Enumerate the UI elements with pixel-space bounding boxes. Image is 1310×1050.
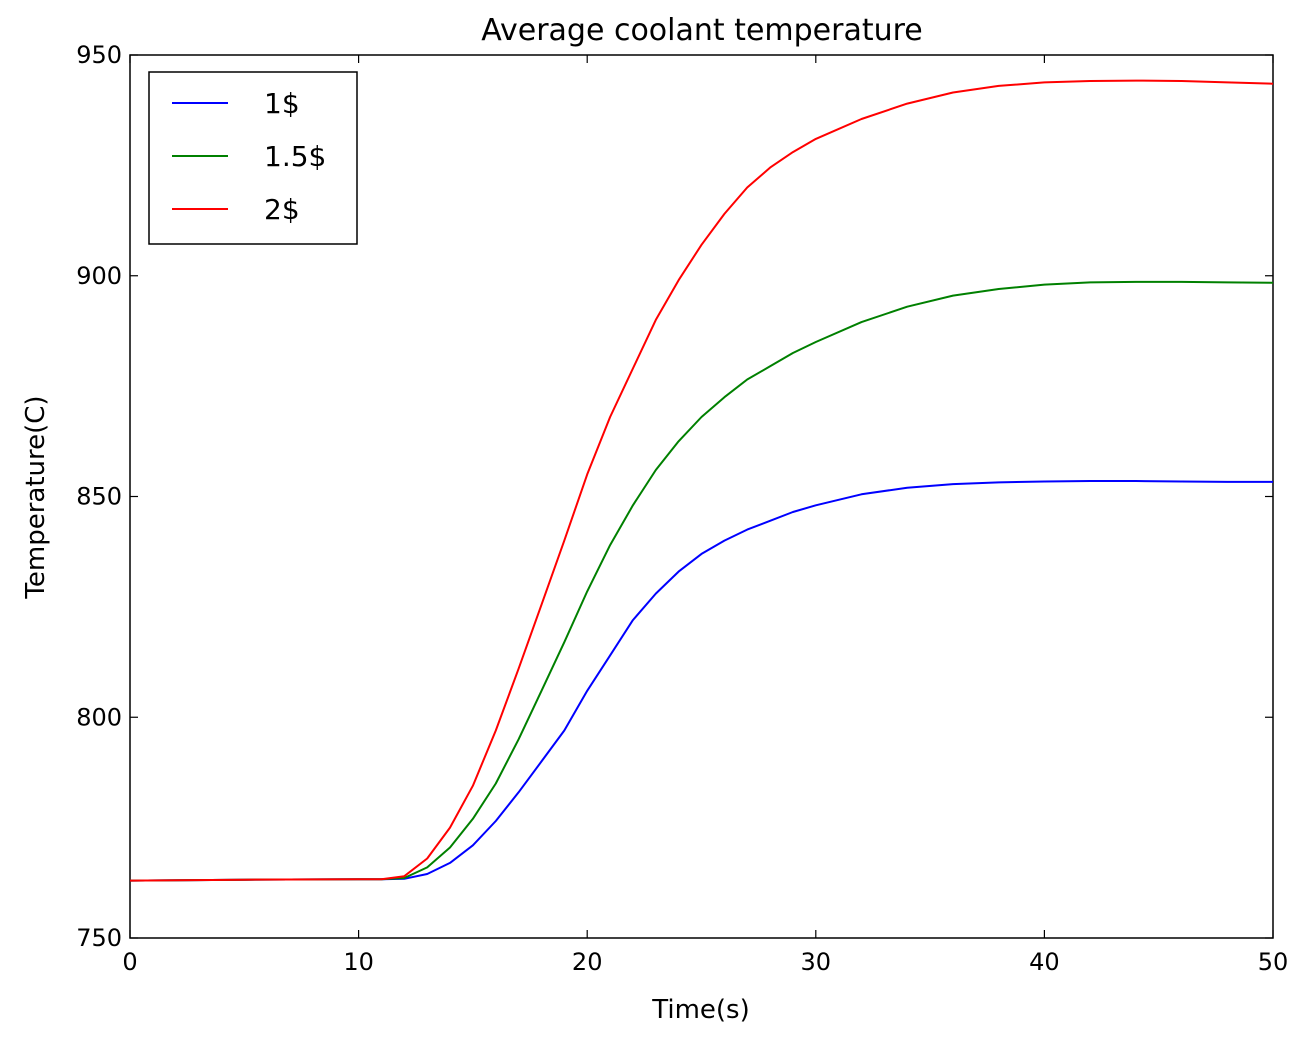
y-tick-label: 850 <box>76 483 122 511</box>
y-tick-label: 900 <box>76 262 122 290</box>
y-axis: 750 800 850 900 950 <box>76 41 1273 952</box>
x-tick-label: 50 <box>1258 948 1289 976</box>
legend-box <box>148 71 358 245</box>
series-line <box>129 480 1273 882</box>
legend-label: 2$ <box>264 193 300 226</box>
y-axis-label: Temperature(C) <box>21 395 51 599</box>
x-axis-label: Time(s) <box>651 995 749 1025</box>
y-tick-label: 950 <box>76 41 122 69</box>
x-tick-label: 10 <box>343 948 374 976</box>
series-lines <box>129 79 1274 882</box>
x-tick-label: 40 <box>1029 948 1060 976</box>
series-line <box>129 79 1274 882</box>
x-tick-label: 0 <box>122 948 137 976</box>
series-line <box>129 280 1274 882</box>
x-tick-label: 20 <box>572 948 603 976</box>
legend: 1$ 1.5$ 2$ <box>148 71 358 245</box>
legend-label: 1$ <box>264 87 300 120</box>
legend-label: 1.5$ <box>264 140 326 173</box>
y-tick-label: 800 <box>76 703 122 731</box>
y-tick-label: 750 <box>76 924 122 952</box>
x-tick-label: 30 <box>801 948 832 976</box>
x-axis: 0 10 20 30 40 50 <box>122 55 1288 976</box>
chart-title: Average coolant temperature <box>481 13 923 48</box>
